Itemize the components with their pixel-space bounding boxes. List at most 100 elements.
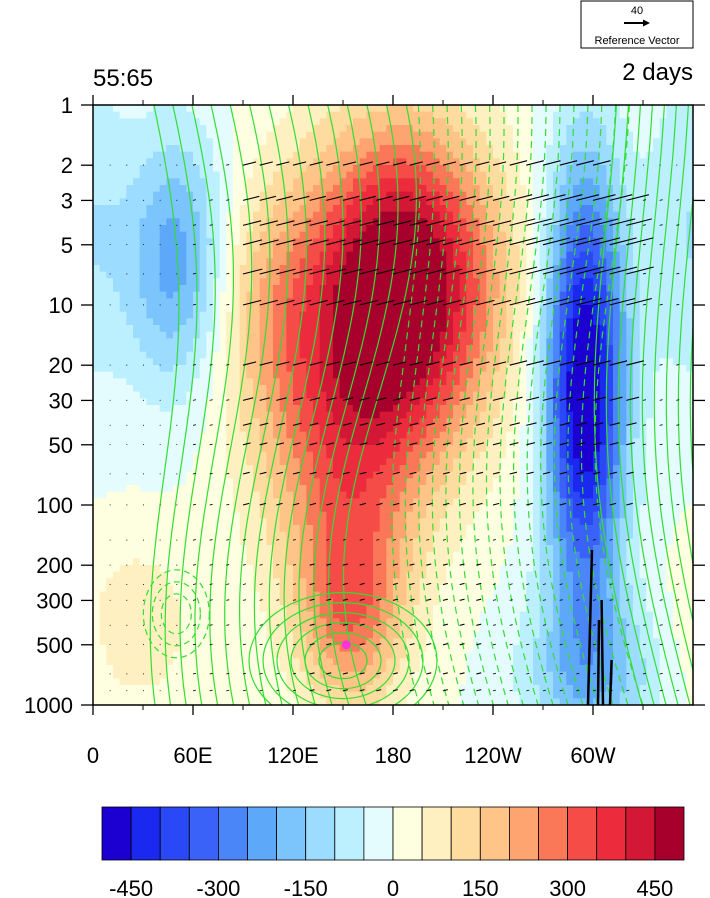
field-cell	[259, 165, 267, 173]
field-cell	[579, 225, 587, 233]
field-cell	[499, 131, 507, 139]
field-cell	[546, 311, 554, 319]
field-cell	[133, 125, 141, 133]
field-cell	[173, 438, 181, 446]
field-cell	[353, 245, 361, 253]
field-cell	[573, 298, 581, 306]
field-cell	[333, 251, 341, 259]
field-cell	[419, 105, 427, 113]
field-cell	[113, 325, 121, 333]
field-cell	[173, 458, 181, 466]
field-cell	[413, 231, 421, 239]
field-cell	[386, 291, 394, 299]
field-cell	[266, 191, 274, 199]
field-cell	[139, 405, 147, 413]
field-cell	[133, 145, 141, 153]
field-cell	[419, 185, 427, 193]
field-cell	[433, 258, 441, 266]
field-cell	[166, 385, 174, 393]
field-cell	[426, 365, 434, 373]
field-cell	[439, 198, 447, 206]
field-cell	[633, 205, 641, 213]
field-cell	[399, 438, 407, 446]
field-cell	[213, 418, 221, 426]
field-cell	[233, 418, 241, 426]
field-cell	[326, 285, 334, 293]
field-cell	[426, 338, 434, 346]
field-cell	[266, 385, 274, 393]
field-cell	[573, 138, 581, 146]
field-cell	[199, 138, 207, 146]
field-cell	[106, 311, 114, 319]
field-cell	[273, 105, 281, 113]
field-cell	[233, 305, 241, 313]
field-cell	[233, 331, 241, 339]
field-cell	[686, 385, 693, 393]
field-cell	[453, 285, 461, 293]
field-cell	[279, 471, 287, 479]
field-cell	[266, 465, 274, 473]
field-cell	[346, 251, 354, 259]
field-cell	[146, 258, 154, 266]
field-cell	[113, 371, 121, 379]
field-cell	[473, 258, 481, 266]
field-cell	[673, 338, 681, 346]
field-cell	[286, 465, 294, 473]
field-cell	[639, 371, 647, 379]
field-cell	[279, 338, 287, 346]
field-cell	[106, 225, 114, 233]
field-cell	[519, 125, 527, 133]
field-cell	[546, 105, 554, 113]
field-cell	[619, 138, 627, 146]
field-cell	[479, 338, 487, 346]
field-cell	[346, 211, 354, 219]
field-cell	[139, 158, 147, 166]
field-cell	[219, 285, 227, 293]
field-cell	[626, 271, 634, 279]
field-cell	[213, 258, 221, 266]
field-cell	[506, 438, 514, 446]
field-cell	[539, 385, 547, 393]
field-cell	[133, 405, 141, 413]
field-cell	[586, 165, 594, 173]
field-cell	[233, 338, 241, 346]
field-cell	[459, 245, 467, 253]
field-cell	[579, 318, 587, 326]
field-cell	[266, 405, 274, 413]
field-cell	[193, 225, 201, 233]
field-cell	[626, 231, 634, 239]
field-cell	[479, 151, 487, 159]
field-cell	[426, 318, 434, 326]
field-cell	[293, 331, 301, 339]
field-cell	[213, 171, 221, 179]
field-cell	[593, 405, 601, 413]
field-cell	[266, 458, 274, 466]
field-cell	[439, 431, 447, 439]
field-cell	[139, 271, 147, 279]
field-cell	[326, 145, 334, 153]
field-cell	[199, 358, 207, 366]
field-cell	[99, 345, 107, 353]
field-cell	[593, 245, 601, 253]
field-cell	[573, 118, 581, 126]
field-cell	[199, 298, 207, 306]
field-cell	[393, 385, 401, 393]
field-cell	[406, 131, 414, 139]
field-cell	[459, 398, 467, 406]
field-cell	[593, 311, 601, 319]
field-cell	[233, 345, 241, 353]
field-cell	[533, 318, 541, 326]
field-cell	[433, 445, 441, 453]
field-cell	[619, 345, 627, 353]
field-cell	[159, 465, 167, 473]
field-cell	[513, 325, 521, 333]
field-cell	[293, 131, 301, 139]
field-cell	[466, 285, 474, 293]
field-cell	[199, 431, 207, 439]
field-cell	[679, 245, 687, 253]
field-cell	[253, 258, 261, 266]
field-cell	[393, 191, 401, 199]
field-cell	[306, 145, 314, 153]
field-cell	[493, 365, 501, 373]
field-cell	[539, 331, 547, 339]
